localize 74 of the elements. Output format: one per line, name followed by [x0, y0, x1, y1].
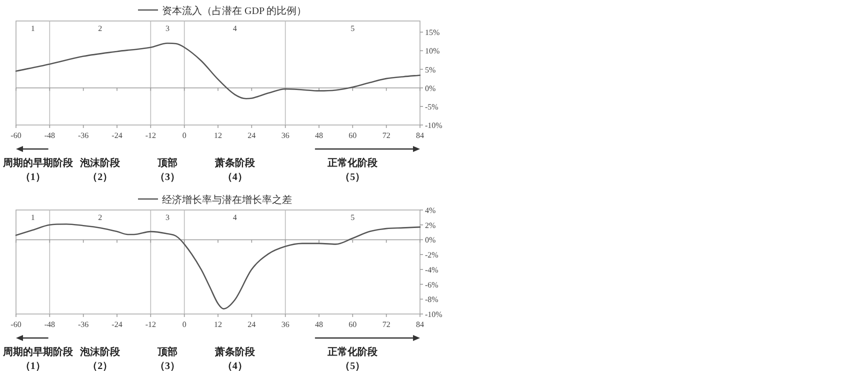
x-tick-label: 84	[416, 320, 424, 329]
text: （1）	[20, 361, 46, 371]
x-tick-label: -12	[145, 131, 156, 140]
y-tick-label: -10%	[425, 310, 443, 319]
y-tick-label: 0%	[425, 84, 436, 93]
y-tick-label: -2%	[425, 250, 439, 260]
text: （5）	[340, 361, 366, 371]
annotation: 4	[232, 213, 237, 222]
x-tick-label: 24	[248, 320, 256, 329]
x-tick-label: 60	[348, 320, 357, 329]
y-tick-label: 15%	[425, 28, 440, 38]
line-series	[15, 42, 421, 100]
text: 周期的早期阶段	[2, 157, 74, 169]
x-tick-label: 48	[315, 131, 323, 140]
annotation: 5	[350, 24, 355, 33]
annotation: 2	[98, 24, 102, 33]
x-tick-label: -24	[112, 320, 122, 329]
text: 萧条阶段	[214, 346, 256, 358]
text: 周期的早期阶段	[2, 346, 74, 358]
y-tick-label: -6%	[425, 280, 439, 290]
x-tick-label: 0	[182, 131, 186, 140]
y-tick-label: 2%	[425, 220, 436, 230]
line-series	[15, 223, 421, 310]
x-tick-label: 48	[315, 320, 323, 329]
text: （5）	[340, 172, 366, 183]
x-tick-label: -12	[145, 320, 156, 329]
text: （1）	[20, 172, 46, 183]
y-tick-label: -4%	[425, 265, 439, 274]
x-tick-label: -36	[78, 131, 89, 140]
text: 顶部	[156, 346, 178, 358]
x-tick-label: 24	[248, 131, 256, 140]
x-tick-label: 36	[281, 131, 290, 140]
text: 泡沫阶段	[79, 157, 122, 169]
annotation: 5	[350, 213, 355, 222]
y-tick-label: 0%	[425, 236, 436, 245]
x-tick-label: 0	[182, 320, 186, 329]
text: 萧条阶段	[214, 157, 256, 169]
text: 顶部	[156, 157, 178, 169]
annotation: 3	[166, 213, 170, 222]
y-tick-label: 10%	[425, 46, 440, 56]
text: （3）	[155, 361, 180, 371]
x-tick-label: -24	[112, 131, 122, 140]
y-tick-label: -8%	[425, 295, 439, 304]
x-tick-label: -48	[44, 320, 56, 329]
x-tick-label: 72	[382, 131, 390, 140]
annotation: 1	[30, 213, 35, 222]
legend-label: 资本流入（占潜在 GDP 的比例）	[162, 5, 307, 17]
legend-label: 经济增长率与潜在增长率之差	[162, 194, 292, 206]
x-tick-label: 60	[348, 131, 357, 140]
y-tick-label: 4%	[425, 206, 436, 215]
x-tick-label: 12	[214, 131, 222, 140]
x-tick-label: 72	[382, 320, 390, 329]
annotation: 1	[30, 24, 35, 33]
y-tick-label: 5%	[425, 65, 436, 74]
text: 泡沫阶段	[79, 346, 122, 358]
annotation: 2	[98, 213, 102, 222]
x-tick-label: 84	[416, 131, 424, 140]
x-tick-label: -60	[10, 320, 22, 329]
x-tick-label: 36	[281, 320, 290, 329]
y-tick-label: -10%	[425, 121, 443, 130]
text: 正常化阶段	[326, 346, 379, 358]
x-tick-label: -36	[78, 320, 89, 329]
text: 正常化阶段	[326, 157, 379, 169]
text: （4）	[222, 172, 248, 183]
x-tick-label: -48	[44, 131, 56, 140]
annotation: 3	[166, 24, 170, 33]
text: （4）	[222, 361, 248, 371]
text: （2）	[88, 361, 113, 371]
text: （3）	[155, 172, 180, 183]
annotation: 4	[232, 24, 237, 33]
x-tick-label: -60	[10, 131, 22, 140]
y-tick-label: -5%	[425, 102, 439, 112]
x-tick-label: 12	[214, 320, 222, 329]
text: （2）	[88, 172, 113, 183]
